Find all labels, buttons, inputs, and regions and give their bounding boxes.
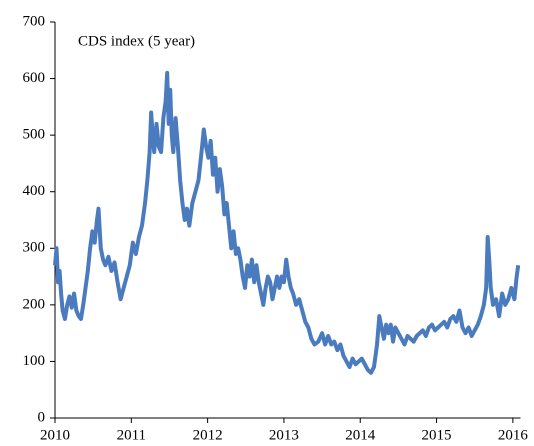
x-tick-label: 2014 [345, 427, 376, 443]
x-tick-label: 2013 [269, 427, 299, 443]
x-tick-label: 2011 [117, 427, 146, 443]
y-tick-label: 500 [23, 127, 46, 143]
y-tick-label: 200 [23, 296, 46, 312]
y-tick-label: 600 [23, 70, 46, 86]
y-tick-label: 300 [23, 240, 46, 256]
y-tick-label: 0 [38, 409, 46, 425]
x-tick-label: 2010 [40, 427, 70, 443]
y-tick-label: 100 [23, 353, 46, 369]
x-tick-label: 2012 [193, 427, 223, 443]
data-line [53, 70, 521, 375]
y-tick-label: 700 [23, 13, 46, 29]
chart-title: CDS index (5 year) [78, 33, 195, 49]
y-tick-label: 400 [23, 183, 46, 199]
x-tick-label: 2015 [422, 427, 452, 443]
x-tick-label: 2016 [498, 427, 529, 443]
